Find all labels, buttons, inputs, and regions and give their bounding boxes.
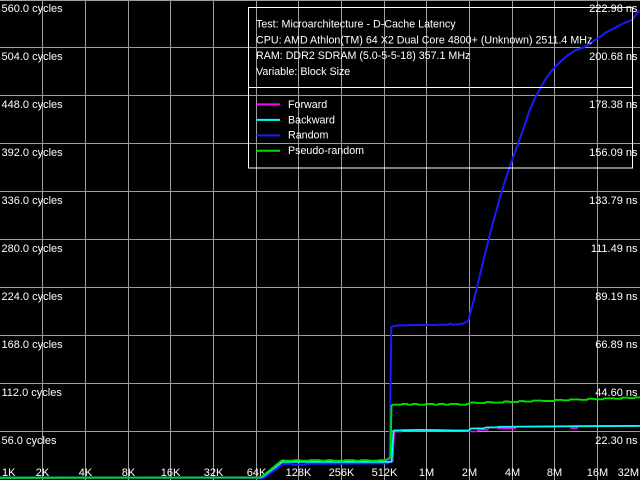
svg-text:8K: 8K [122, 467, 136, 479]
svg-text:512K: 512K [372, 467, 398, 479]
svg-text:32K: 32K [204, 467, 224, 479]
svg-text:112.0 cycles: 112.0 cycles [2, 387, 63, 399]
svg-text:178.38 ns: 178.38 ns [589, 99, 638, 111]
svg-text:Test: Microarchitecture - D-Ca: Test: Microarchitecture - D-Cache Latenc… [256, 18, 456, 30]
svg-text:4M: 4M [505, 467, 520, 479]
svg-text:222.98 ns: 222.98 ns [589, 3, 638, 15]
svg-text:89.19 ns: 89.19 ns [595, 291, 638, 303]
svg-text:Backward: Backward [288, 114, 335, 126]
svg-text:Pseudo-random: Pseudo-random [288, 145, 364, 157]
svg-text:16M: 16M [587, 467, 608, 479]
svg-text:2K: 2K [36, 467, 50, 479]
svg-text:8M: 8M [547, 467, 562, 479]
svg-text:Variable: Block Size: Variable: Block Size [256, 66, 350, 78]
svg-text:168.0 cycles: 168.0 cycles [2, 339, 64, 351]
svg-text:CPU: AMD Athlon(TM) 64 X2 Dual: CPU: AMD Athlon(TM) 64 X2 Dual Core 4800… [256, 34, 592, 46]
svg-text:22.30 ns: 22.30 ns [595, 435, 638, 447]
svg-text:1M: 1M [419, 467, 434, 479]
svg-text:224.0 cycles: 224.0 cycles [2, 291, 64, 303]
svg-text:32M: 32M [618, 467, 639, 479]
svg-text:2M: 2M [462, 467, 477, 479]
svg-text:Forward: Forward [288, 99, 327, 111]
svg-text:392.0 cycles: 392.0 cycles [2, 147, 64, 159]
svg-text:1K: 1K [2, 467, 16, 479]
svg-text:16K: 16K [161, 467, 181, 479]
svg-text:44.60 ns: 44.60 ns [595, 387, 638, 399]
svg-text:Random: Random [288, 130, 328, 142]
svg-text:560.0 cycles: 560.0 cycles [2, 3, 64, 15]
svg-text:280.0 cycles: 280.0 cycles [2, 243, 64, 255]
svg-text:448.0 cycles: 448.0 cycles [2, 99, 64, 111]
svg-text:RAM: DDR2 SDRAM (5.0-5-5-18) 3: RAM: DDR2 SDRAM (5.0-5-5-18) 357.1 MHz [256, 50, 470, 62]
svg-text:66.89 ns: 66.89 ns [595, 339, 638, 351]
svg-text:133.79 ns: 133.79 ns [589, 195, 638, 207]
svg-text:200.68 ns: 200.68 ns [589, 51, 638, 63]
svg-text:336.0 cycles: 336.0 cycles [2, 195, 64, 207]
svg-text:156.09 ns: 156.09 ns [589, 147, 638, 159]
svg-text:56.0 cycles: 56.0 cycles [2, 435, 58, 447]
svg-text:256K: 256K [329, 467, 355, 479]
svg-text:128K: 128K [286, 467, 312, 479]
svg-text:4K: 4K [79, 467, 93, 479]
svg-text:504.0 cycles: 504.0 cycles [2, 51, 64, 63]
svg-text:111.49 ns: 111.49 ns [591, 243, 638, 255]
